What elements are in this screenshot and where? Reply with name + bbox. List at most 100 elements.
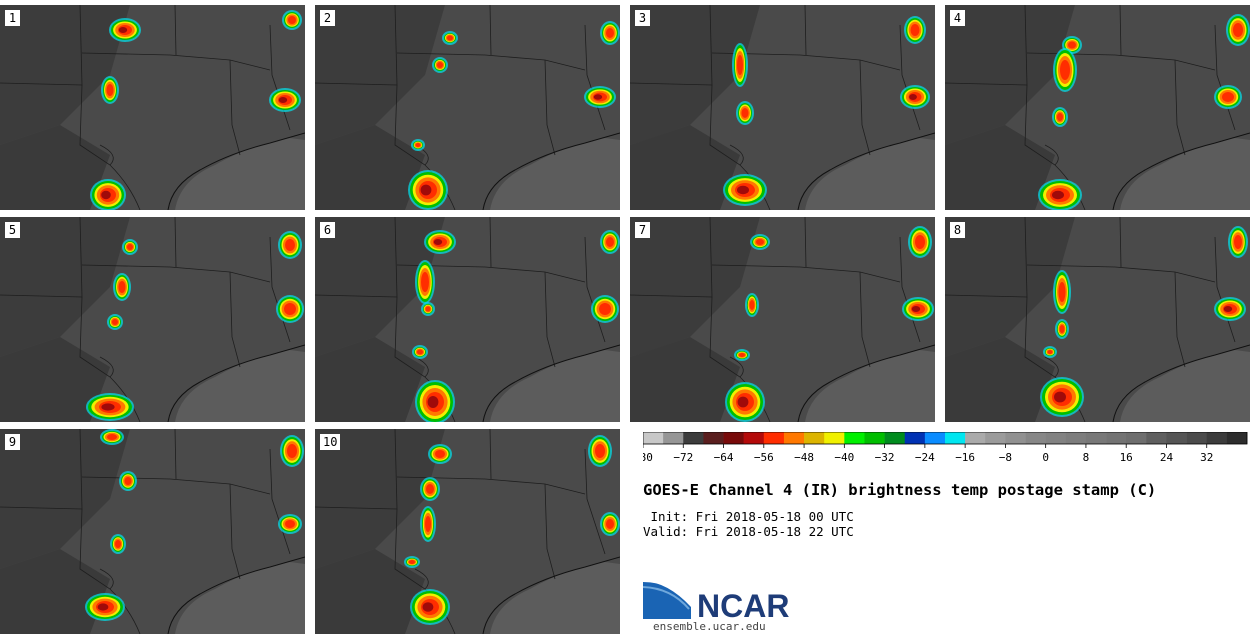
- forecast-panel-8: 8: [945, 217, 1250, 422]
- border-line: [81, 52, 271, 71]
- forecast-panel-6: 6: [315, 217, 620, 422]
- border-line: [396, 476, 586, 495]
- colorbar-tick-label: −72: [673, 451, 693, 464]
- member-number: 4: [950, 10, 965, 26]
- member-number: 1: [5, 10, 20, 26]
- convective-cell: [420, 477, 440, 501]
- forecast-panel-1: 1: [0, 5, 305, 210]
- convective-cell: [725, 382, 765, 422]
- forecast-panel-2: 2: [315, 5, 620, 210]
- convective-cell: [600, 230, 620, 254]
- convective-cell: [750, 234, 770, 250]
- colorbar-swatch: [663, 432, 684, 444]
- colorbar-tick-label: −24: [915, 451, 935, 464]
- border-line: [174, 429, 177, 480]
- colorbar-swatch: [904, 432, 926, 444]
- border-line: [174, 217, 177, 268]
- convective-cell: [113, 273, 131, 301]
- colorbar-swatch: [1065, 432, 1087, 444]
- convective-cell: [119, 471, 137, 491]
- border-line: [584, 448, 606, 555]
- convective-cell: [734, 349, 750, 361]
- convective-cell: [745, 293, 759, 317]
- coastline: [797, 132, 935, 210]
- border-line: [899, 236, 921, 343]
- border-line: [544, 59, 556, 156]
- border-line: [229, 59, 241, 156]
- convective-cell: [269, 88, 301, 112]
- ir-map: [315, 429, 620, 634]
- coastline: [482, 132, 620, 210]
- convective-cell: [278, 231, 302, 259]
- colorbar-swatch: [1025, 432, 1046, 444]
- convective-cell: [107, 314, 123, 330]
- convective-cell: [723, 174, 767, 206]
- member-number: 6: [320, 222, 335, 238]
- colorbar-swatch: [985, 432, 1006, 444]
- border-line: [711, 264, 901, 283]
- convective-cell: [278, 514, 302, 534]
- terrain-shading: [805, 350, 935, 422]
- terrain-shading: [1120, 350, 1250, 422]
- border-line: [584, 24, 606, 131]
- border-line: [79, 84, 141, 210]
- terrain-shading: [315, 217, 445, 357]
- ir-map: [315, 217, 620, 422]
- forecast-panel-9: 9: [0, 429, 305, 634]
- colorbar-swatch: [864, 432, 885, 444]
- border-line: [1026, 264, 1216, 283]
- border-line: [859, 59, 871, 156]
- colorbar-swatch: [1146, 432, 1167, 444]
- forecast-panel-3: 3: [630, 5, 935, 210]
- coastline: [797, 344, 935, 422]
- member-number: 5: [5, 222, 20, 238]
- logo-url: ensemble.ucar.edu: [653, 620, 766, 633]
- ir-map: [630, 217, 935, 422]
- border-line: [1119, 5, 1122, 56]
- terrain-shading: [0, 5, 130, 145]
- border-line: [99, 568, 114, 590]
- colorbar-swatch: [1106, 432, 1127, 444]
- border-line: [1174, 59, 1186, 156]
- convective-cell: [424, 230, 456, 254]
- colorbar-swatch: [1166, 432, 1187, 444]
- terrain-shading: [315, 429, 445, 569]
- convective-cell: [908, 226, 932, 258]
- colorbar-tick-label: 8: [1083, 451, 1090, 464]
- member-number: 9: [5, 434, 20, 450]
- border-line: [396, 264, 586, 283]
- border-line: [1044, 144, 1059, 166]
- convective-cell: [1040, 377, 1084, 417]
- convective-cell: [1052, 107, 1068, 127]
- ir-map: [630, 5, 935, 210]
- colorbar-swatch: [643, 432, 664, 444]
- border-line: [1044, 356, 1059, 378]
- border-line: [729, 356, 744, 378]
- convective-cell: [100, 429, 124, 445]
- coastline: [167, 344, 305, 422]
- coastline: [482, 556, 620, 634]
- terrain-shading: [315, 5, 445, 145]
- colorbar-swatch: [723, 432, 744, 444]
- convective-cell: [1053, 270, 1071, 314]
- border-line: [269, 236, 291, 343]
- terrain-shading: [630, 217, 760, 357]
- convective-cell: [442, 31, 458, 45]
- colorbar-swatch: [924, 432, 946, 444]
- convective-cell: [1226, 14, 1250, 46]
- convective-cell: [280, 435, 304, 467]
- colorbar-swatch: [884, 432, 906, 444]
- colorbar-tick-label: 24: [1160, 451, 1174, 464]
- terrain-shading: [945, 5, 1075, 145]
- convective-cell: [276, 295, 304, 323]
- border-line: [1119, 217, 1122, 268]
- colorbar-swatch: [965, 432, 986, 444]
- colorbar-swatch: [1045, 432, 1067, 444]
- border-line: [269, 24, 291, 131]
- convective-cell: [1038, 179, 1082, 210]
- colorbar-frame: [643, 432, 1248, 445]
- colorbar-tick-label: 0: [1042, 451, 1049, 464]
- member-number: 8: [950, 222, 965, 238]
- ir-map: [0, 429, 305, 634]
- coastline: [167, 132, 305, 210]
